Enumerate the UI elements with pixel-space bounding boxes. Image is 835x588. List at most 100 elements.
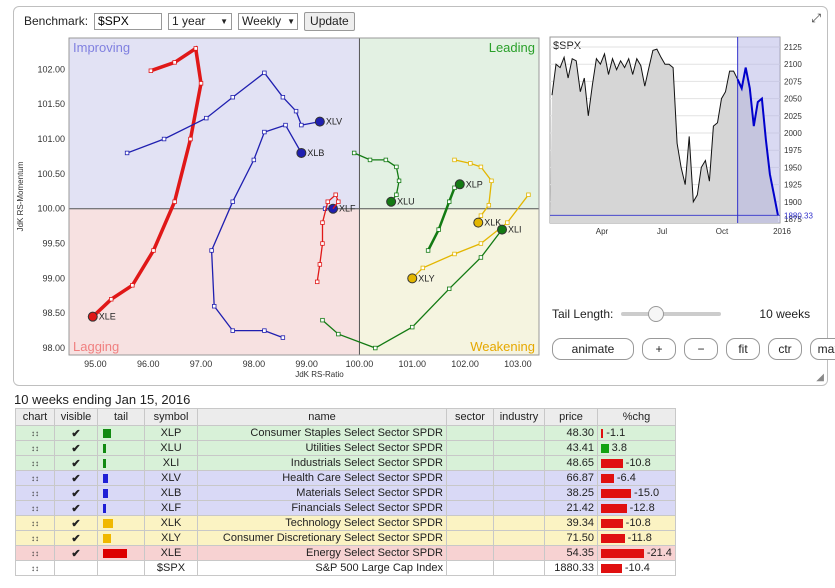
tail-cell[interactable]: [97, 485, 145, 501]
col-sector[interactable]: sector: [446, 408, 494, 426]
tail-cell[interactable]: [97, 455, 145, 471]
head-point-xlk[interactable]: [473, 217, 484, 228]
chart-cell[interactable]: ↕↕: [15, 455, 55, 471]
table-row[interactable]: ↕↕ ✔ XLU Utilities Select Sector SPDR 43.41 …: [15, 440, 676, 456]
chart-icon[interactable]: ↕↕: [31, 564, 39, 573]
table-row[interactable]: ↕↕ ✔ XLE Energy Select Sector SPDR 54.35 -21…: [15, 545, 676, 561]
zoom-in-button[interactable]: +: [642, 338, 676, 360]
visible-checkbox[interactable]: ✔: [71, 442, 81, 455]
chart-icon[interactable]: ↕↕: [31, 444, 39, 453]
table-row[interactable]: ↕↕ ✔ XLY Consumer Discretionary Select Sect…: [15, 530, 676, 546]
tail-point: [325, 199, 330, 204]
tail-cell[interactable]: [97, 425, 145, 441]
tail-cell[interactable]: [97, 530, 145, 546]
slider-knob[interactable]: [647, 306, 664, 322]
tail-point: [394, 192, 399, 197]
visible-checkbox[interactable]: ✔: [71, 487, 81, 500]
animate-button[interactable]: animate: [552, 338, 634, 360]
change-bar: [601, 443, 609, 453]
tail-cell[interactable]: [97, 545, 145, 561]
center-button[interactable]: ctr: [768, 338, 802, 360]
visible-cell[interactable]: [54, 560, 98, 576]
table-row[interactable]: ↕↕ ✔ XLV Health Care Select Sector SPDR 66.8…: [15, 470, 676, 486]
tail-cell[interactable]: [97, 470, 145, 486]
head-point-xli[interactable]: [497, 224, 508, 235]
resize-handle-icon[interactable]: ◢: [816, 372, 824, 383]
chart-cell[interactable]: ↕↕: [15, 560, 55, 576]
chart-cell[interactable]: ↕↕: [15, 425, 55, 441]
visible-checkbox[interactable]: ✔: [71, 502, 81, 515]
col-pct-change[interactable]: %chg: [597, 408, 676, 426]
col-tail[interactable]: tail: [97, 408, 145, 426]
period-select[interactable]: 1 year ▼: [168, 12, 233, 30]
chart-icon[interactable]: ↕↕: [31, 549, 39, 558]
col-chart[interactable]: chart: [15, 408, 55, 426]
zoom-out-button[interactable]: −: [684, 338, 718, 360]
head-point-xlb[interactable]: [296, 147, 307, 158]
chart-icon[interactable]: ↕↕: [31, 534, 39, 543]
head-point-xlv[interactable]: [314, 116, 325, 127]
update-button[interactable]: Update: [304, 11, 355, 31]
chart-icon[interactable]: ↕↕: [31, 474, 39, 483]
visible-cell[interactable]: ✔: [54, 425, 98, 441]
interval-select[interactable]: Weekly ▼: [238, 12, 299, 30]
chart-icon[interactable]: ↕↕: [31, 489, 39, 498]
chart-cell[interactable]: ↕↕: [15, 545, 55, 561]
table-row[interactable]: ↕↕ ✔ XLB Materials Select Sector SPDR 38.25 …: [15, 485, 676, 501]
chart-icon[interactable]: ↕↕: [31, 459, 39, 468]
tail-cell[interactable]: [97, 515, 145, 531]
visible-cell[interactable]: ✔: [54, 530, 98, 546]
benchmark-input[interactable]: [94, 12, 163, 30]
visible-checkbox[interactable]: ✔: [71, 532, 81, 545]
visible-checkbox[interactable]: ✔: [71, 472, 81, 485]
table-row[interactable]: ↕↕ ✔ XLI Industrials Select Sector SPDR 48.6…: [15, 455, 676, 471]
col-symbol[interactable]: symbol: [144, 408, 198, 426]
pct-change-cell: -10.4: [597, 560, 676, 576]
chart-icon[interactable]: ↕↕: [31, 429, 39, 438]
chart-cell[interactable]: ↕↕: [15, 440, 55, 456]
sector-cell: [446, 545, 494, 561]
tail-length-slider[interactable]: [621, 306, 722, 322]
table-row[interactable]: ↕↕ $SPX S&P 500 Large Cap Index 1880.33 -10…: [15, 560, 676, 576]
head-point-xlu[interactable]: [386, 196, 397, 207]
chart-cell[interactable]: ↕↕: [15, 530, 55, 546]
head-point-xle[interactable]: [87, 311, 98, 322]
visible-checkbox[interactable]: ✔: [71, 517, 81, 530]
visible-cell[interactable]: ✔: [54, 470, 98, 486]
visible-cell[interactable]: ✔: [54, 500, 98, 516]
visible-checkbox[interactable]: ✔: [71, 427, 81, 440]
tail-point: [320, 241, 325, 246]
chart-icon[interactable]: ↕↕: [31, 504, 39, 513]
name-cell: Health Care Select Sector SPDR: [197, 470, 447, 486]
visible-checkbox[interactable]: ✔: [71, 547, 81, 560]
fit-button[interactable]: fit: [726, 338, 760, 360]
max-button[interactable]: max: [810, 338, 835, 360]
col-industry[interactable]: industry: [493, 408, 545, 426]
col-price[interactable]: price: [544, 408, 598, 426]
chart-cell[interactable]: ↕↕: [15, 500, 55, 516]
table-row[interactable]: ↕↕ ✔ XLF Financials Select Sector SPDR 21.42…: [15, 500, 676, 516]
table-row[interactable]: ↕↕ ✔ XLK Technology Select Sector SPDR 39.34…: [15, 515, 676, 531]
visible-checkbox[interactable]: ✔: [71, 457, 81, 470]
head-point-xly[interactable]: [407, 273, 418, 284]
chart-cell[interactable]: ↕↕: [15, 470, 55, 486]
col-visible[interactable]: visible: [54, 408, 98, 426]
chart-cell[interactable]: ↕↕: [15, 485, 55, 501]
visible-cell[interactable]: ✔: [54, 440, 98, 456]
chart-cell[interactable]: ↕↕: [15, 515, 55, 531]
tail-cell[interactable]: [97, 500, 145, 516]
tail-point: [436, 227, 441, 232]
visible-cell[interactable]: ✔: [54, 455, 98, 471]
visible-cell[interactable]: ✔: [54, 515, 98, 531]
x-tick-label: 97.00: [190, 359, 213, 369]
table-row[interactable]: ↕↕ ✔ XLP Consumer Staples Select Sector SPD…: [15, 425, 676, 441]
tail-cell[interactable]: [97, 440, 145, 456]
tail-cell[interactable]: [97, 560, 145, 576]
chart-icon[interactable]: ↕↕: [31, 519, 39, 528]
visible-cell[interactable]: ✔: [54, 545, 98, 561]
col-name[interactable]: name: [197, 408, 447, 426]
tail-point: [283, 122, 288, 128]
visible-cell[interactable]: ✔: [54, 485, 98, 501]
expand-icon[interactable]: ⤢: [811, 11, 821, 25]
head-point-xlp[interactable]: [454, 179, 465, 190]
